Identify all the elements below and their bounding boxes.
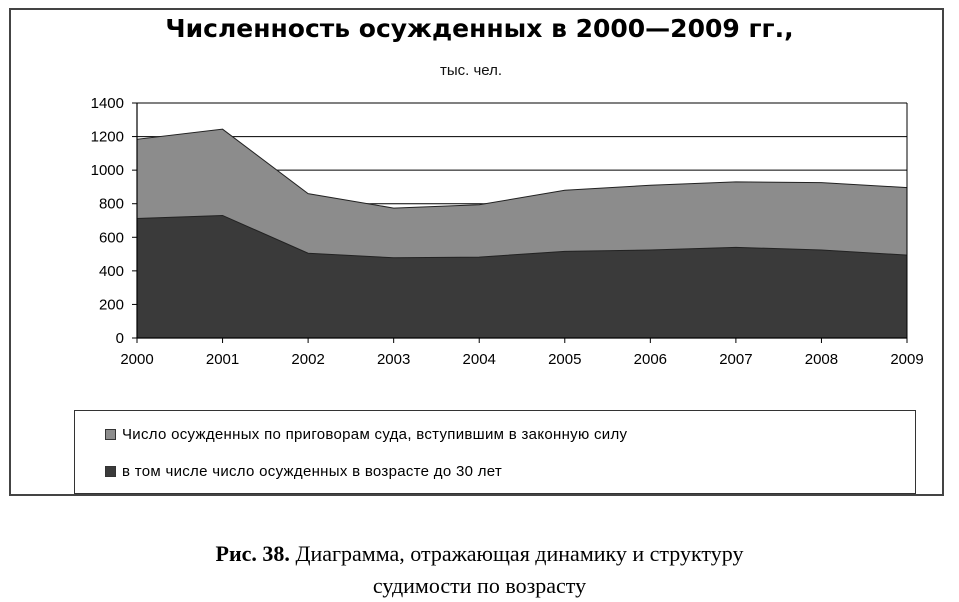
x-tick-label: 2000 [120, 351, 153, 368]
legend-label-under-30: в том числе число осужденных в возрасте … [122, 463, 503, 480]
y-tick-label: 600 [99, 229, 124, 246]
caption-label: Рис. 38. [215, 541, 290, 566]
x-tick-label: 2005 [548, 351, 581, 368]
chart-title: Численность осужденных в 2000—2009 гг., [165, 14, 794, 43]
x-tick-label: 2008 [805, 351, 838, 368]
chart-subtitle: тыс. чел. [440, 62, 503, 79]
x-tick-label: 2002 [291, 351, 324, 368]
y-tick-label: 400 [99, 263, 124, 280]
x-tick-label: 2004 [463, 351, 496, 368]
x-tick-label: 2003 [377, 351, 410, 368]
x-tick-label: 2007 [719, 351, 752, 368]
y-tick-label: 800 [99, 196, 124, 213]
legend-label-total: Число осужденных по приговорам суда, вст… [122, 426, 628, 443]
legend-item-under-30: в том числе число осужденных в возрасте … [105, 463, 502, 480]
x-tick-label: 2001 [206, 351, 239, 368]
y-tick-label: 0 [116, 330, 124, 347]
chart-legend: Число осужденных по приговорам суда, вст… [74, 410, 916, 494]
y-tick-label: 200 [99, 296, 124, 313]
y-tick-label: 1200 [91, 129, 124, 146]
y-tick-label: 1000 [91, 162, 124, 179]
legend-swatch-total [105, 429, 116, 440]
legend-swatch-under-30 [105, 466, 116, 477]
legend-item-total: Число осужденных по приговорам суда, вст… [105, 426, 627, 443]
y-tick-label: 1400 [91, 95, 124, 112]
x-tick-label: 2009 [890, 351, 923, 368]
caption-line-2: судимости по возрасту [372, 573, 587, 598]
figure-caption: Рис. 38. Диаграмма, отражающая динамику … [0, 538, 959, 602]
x-tick-label: 2006 [634, 351, 667, 368]
caption-line-1: Диаграмма, отражающая динамику и структу… [289, 541, 744, 566]
